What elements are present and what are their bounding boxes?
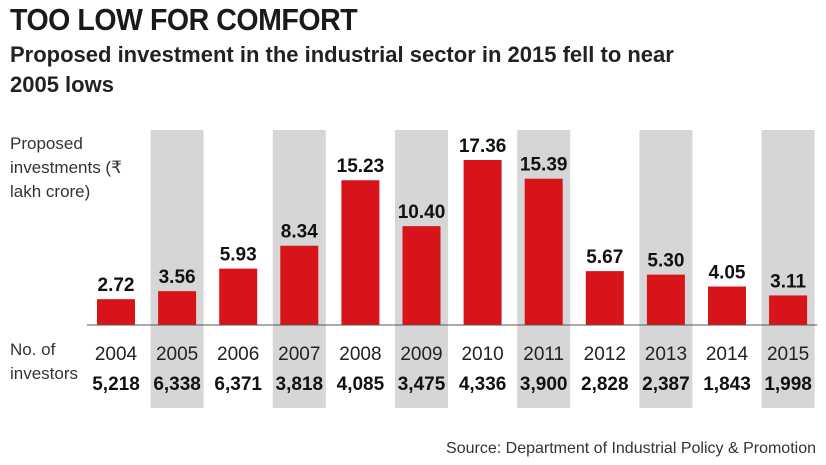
investors-label: No. of investors <box>10 340 79 383</box>
bar <box>463 160 502 325</box>
bar <box>769 295 808 325</box>
bar <box>708 286 746 325</box>
x-tick-label: 2011 <box>523 344 564 365</box>
x-tick-label: 2012 <box>584 344 626 365</box>
investor-count: 6,338 <box>153 374 201 395</box>
data-label: 8.34 <box>281 222 318 243</box>
investor-count: 1,998 <box>764 374 812 395</box>
bar <box>341 180 380 325</box>
data-label: 5.30 <box>647 251 684 272</box>
x-tick-label: 2004 <box>95 344 138 365</box>
chart-title: TOO LOW FOR COMFORT <box>10 2 358 37</box>
chart-subtitle: Proposed investment in the industrial se… <box>10 42 674 97</box>
data-label: 15.23 <box>337 156 385 177</box>
x-tick-label: 2007 <box>278 344 320 365</box>
investor-count: 4,336 <box>459 374 507 395</box>
bar <box>646 274 685 325</box>
data-label: 15.39 <box>520 155 568 176</box>
data-label: 5.93 <box>220 245 257 266</box>
bar <box>585 271 624 325</box>
shaded-band <box>761 130 815 408</box>
data-label: 4.05 <box>709 263 746 284</box>
bar <box>280 245 319 325</box>
bar <box>219 268 258 325</box>
data-label: 17.36 <box>459 136 507 157</box>
bar <box>97 299 135 325</box>
investor-count: 2,387 <box>642 374 690 395</box>
bar <box>524 178 563 325</box>
investor-count: 4,085 <box>337 374 385 395</box>
x-tick-label: 2010 <box>461 344 503 365</box>
data-label: 3.56 <box>159 267 196 288</box>
investor-count: 3,818 <box>276 374 324 395</box>
x-tick-label: 2013 <box>645 344 687 365</box>
bar <box>158 291 197 325</box>
investor-count: 6,371 <box>214 374 262 395</box>
x-tick-label: 2015 <box>767 344 809 365</box>
y-axis-label: Proposed investments (₹ lakh crore) <box>10 134 122 201</box>
shaded-band <box>639 130 693 408</box>
source-note: Source: Department of Industrial Policy … <box>446 440 816 457</box>
x-tick-label: 2006 <box>217 344 259 365</box>
investor-count: 2,828 <box>581 374 629 395</box>
x-tick-label: 2014 <box>706 344 749 365</box>
data-label: 2.72 <box>98 275 135 296</box>
investor-count: 3,475 <box>398 374 446 395</box>
shaded-band <box>150 130 204 408</box>
investor-count: 3,900 <box>520 374 568 395</box>
bar <box>402 226 441 325</box>
investor-count: 5,218 <box>92 374 140 395</box>
x-tick-label: 2005 <box>156 344 198 365</box>
data-label: 5.67 <box>586 247 623 268</box>
x-tick-label: 2009 <box>400 344 442 365</box>
investor-count: 1,843 <box>703 374 751 395</box>
data-label: 3.11 <box>770 271 806 292</box>
x-tick-label: 2008 <box>339 344 381 365</box>
data-label: 10.40 <box>398 202 446 223</box>
